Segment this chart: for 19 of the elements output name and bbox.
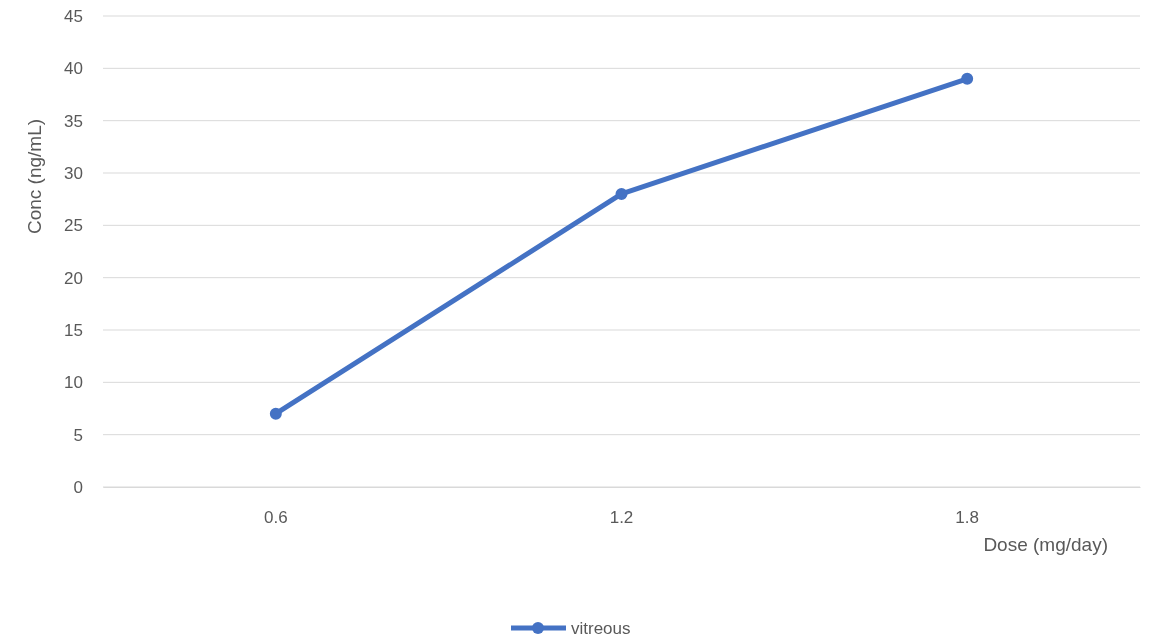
point bbox=[961, 72, 974, 85]
y-tick-label: 25 bbox=[64, 216, 83, 236]
point bbox=[269, 407, 282, 420]
y-tick-label: 0 bbox=[73, 477, 83, 497]
y-tick-label: 20 bbox=[64, 268, 83, 288]
point bbox=[615, 187, 628, 200]
x-axis-title: Dose (mg/day) bbox=[983, 534, 1108, 555]
legend-label: vitreous bbox=[571, 619, 631, 638]
y-axis-title: Conc (ng/mL) bbox=[24, 118, 45, 235]
y-tick-label: 30 bbox=[64, 163, 83, 183]
x-tick-label: 1.8 bbox=[955, 508, 979, 528]
y-tick-label: 10 bbox=[64, 373, 83, 393]
x-tick-label: 0.6 bbox=[264, 508, 288, 528]
x-tick-label: 1.2 bbox=[609, 508, 634, 528]
y-tick-label: 35 bbox=[64, 111, 83, 131]
y-tick-label: 5 bbox=[73, 425, 83, 445]
y-tick-label: 40 bbox=[64, 59, 83, 79]
y-tick-label: 45 bbox=[64, 6, 83, 26]
y-tick-label: 15 bbox=[64, 320, 83, 340]
